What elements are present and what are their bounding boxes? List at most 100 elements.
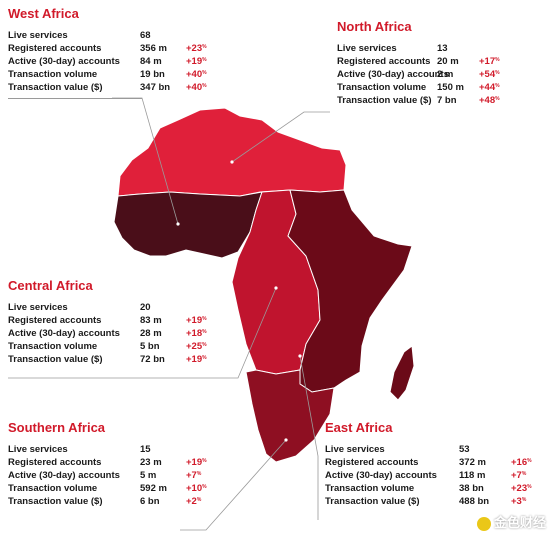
central-africa-title: Central Africa xyxy=(8,278,93,293)
east-africa-stats: Live services 53 Registered accounts 372 m +… xyxy=(325,443,547,508)
stat-change-value: +3 xyxy=(511,496,522,507)
east-africa-region[interactable] xyxy=(287,189,413,393)
stat-label: Registered accounts xyxy=(8,457,102,468)
stat-row: Transaction volume 38 bn +23% xyxy=(325,482,547,495)
stat-value: 150 m xyxy=(437,82,464,93)
stat-row: Live services 15 xyxy=(8,443,228,456)
stat-label: Transaction volume xyxy=(8,483,98,494)
percent-sign: % xyxy=(202,342,207,348)
stat-label: Active (30-day) accounts xyxy=(8,328,120,339)
stat-row: Transaction volume 19 bn +40% xyxy=(8,68,228,81)
stat-change-value: +7 xyxy=(511,470,522,481)
stat-change: +48% xyxy=(479,94,500,107)
stat-label: Transaction value ($) xyxy=(8,82,103,93)
stat-value: 488 bn xyxy=(459,496,490,507)
percent-sign: % xyxy=(202,70,207,76)
stat-change: +3% xyxy=(511,495,526,508)
stat-change: +40% xyxy=(186,81,207,94)
stat-row: Registered accounts 372 m +16% xyxy=(325,456,547,469)
southern-africa-title: Southern Africa xyxy=(8,420,106,435)
watermark-logo-icon xyxy=(476,516,491,531)
stat-value: 13 xyxy=(437,43,448,54)
stat-change: +7% xyxy=(186,469,201,482)
stat-row: Transaction volume 5 bn +25% xyxy=(8,340,228,353)
stat-label: Active (30-day) accounts xyxy=(8,470,120,481)
stat-row: Registered accounts 20 m +17% xyxy=(337,55,547,68)
stat-change-value: +19 xyxy=(186,354,203,365)
stat-row: Transaction value ($) 347 bn +40% xyxy=(8,81,228,94)
stat-value: 53 xyxy=(459,444,470,455)
stat-label: Transaction value ($) xyxy=(8,496,103,507)
stat-row: Active (30-day) accounts 28 m +18% xyxy=(8,327,228,340)
east-africa-title: East Africa xyxy=(325,420,393,435)
stat-value: 20 m xyxy=(437,56,459,67)
percent-sign: % xyxy=(202,484,207,490)
southern-africa-region[interactable] xyxy=(245,369,335,463)
stat-row: Active (30-day) accounts 84 m +19% xyxy=(8,55,228,68)
north-africa-region[interactable] xyxy=(117,107,347,197)
percent-sign: % xyxy=(495,57,500,63)
percent-sign: % xyxy=(495,96,500,102)
north-africa-panel: North Africa Live services 13 Registered a… xyxy=(337,19,547,107)
stat-row: Live services 20 xyxy=(8,301,228,314)
stat-change-value: +54 xyxy=(479,69,496,80)
watermark-text: 金色财经 xyxy=(493,515,546,530)
stat-row: Registered accounts 83 m +19% xyxy=(8,314,228,327)
east-callout-line xyxy=(299,355,319,520)
stat-label: Transaction volume xyxy=(337,82,427,93)
stat-change-value: +19 xyxy=(186,457,203,468)
stat-value: 15 xyxy=(140,444,151,455)
stat-label: Active (30-day) accounts xyxy=(337,69,449,80)
stat-row: Registered accounts 23 m +19% xyxy=(8,456,228,469)
madagascar-shape xyxy=(389,345,415,401)
stat-label: Transaction value ($) xyxy=(8,354,103,365)
stat-change-value: +48 xyxy=(479,95,496,106)
stat-row: Live services 68 xyxy=(8,29,228,42)
stat-row: Transaction volume 150 m +44% xyxy=(337,81,547,94)
west-africa-panel: West Africa Live services 68 Registered ac… xyxy=(8,6,228,94)
percent-sign: % xyxy=(202,57,207,63)
stat-value: 84 m xyxy=(140,56,162,67)
west-africa-region[interactable] xyxy=(113,191,263,259)
stat-label: Live services xyxy=(325,444,385,455)
percent-sign: % xyxy=(202,355,207,361)
stat-row: Transaction value ($) 7 bn +48% xyxy=(337,94,547,107)
stat-label: Active (30-day) accounts xyxy=(325,470,437,481)
stat-value: 6 bn xyxy=(140,496,160,507)
percent-sign: % xyxy=(495,83,500,89)
stat-label: Live services xyxy=(337,43,397,54)
stat-row: Transaction volume 592 m +10% xyxy=(8,482,228,495)
stat-change-value: +2 xyxy=(186,496,197,507)
stat-value: 38 bn xyxy=(459,483,484,494)
stat-change: +25% xyxy=(186,340,207,353)
west-africa-stats: Live services 68 Registered accounts 356 m +… xyxy=(8,29,228,94)
stat-label: Live services xyxy=(8,444,68,455)
stat-change: +2% xyxy=(186,495,201,508)
stat-value: 83 m xyxy=(140,315,162,326)
stat-change: +19% xyxy=(186,55,207,68)
central-africa-panel: Central Africa Live services 20 Registered… xyxy=(8,278,228,366)
east-africa-panel: East Africa Live services 53 Registered ac… xyxy=(325,420,547,508)
southern-africa-panel: Southern Africa Live services 15 Registere… xyxy=(8,420,228,508)
percent-sign: % xyxy=(202,316,207,322)
southern-africa-stats: Live services 15 Registered accounts 23 m +1… xyxy=(8,443,228,508)
stat-change-value: +19 xyxy=(186,56,203,67)
stat-change-value: +18 xyxy=(186,328,203,339)
stat-label: Registered accounts xyxy=(8,315,102,326)
stat-value: 5 bn xyxy=(140,341,160,352)
stat-label: Registered accounts xyxy=(8,43,102,54)
west-panel-rule xyxy=(8,98,142,99)
central-callout-line xyxy=(8,287,277,379)
southern-callout-line xyxy=(180,439,287,531)
percent-sign: % xyxy=(196,471,202,477)
watermark: 金色财经 xyxy=(476,512,546,531)
stat-change-value: +25 xyxy=(186,341,203,352)
percent-sign: % xyxy=(202,329,207,335)
percent-sign: % xyxy=(521,497,527,503)
stat-row: Active (30-day) accounts 2 m +54% xyxy=(337,68,547,81)
stat-label: Transaction volume xyxy=(325,483,415,494)
stat-change: +19% xyxy=(186,353,207,366)
stat-label: Transaction volume xyxy=(8,69,98,80)
stat-label: Registered accounts xyxy=(337,56,431,67)
percent-sign: % xyxy=(527,458,532,464)
